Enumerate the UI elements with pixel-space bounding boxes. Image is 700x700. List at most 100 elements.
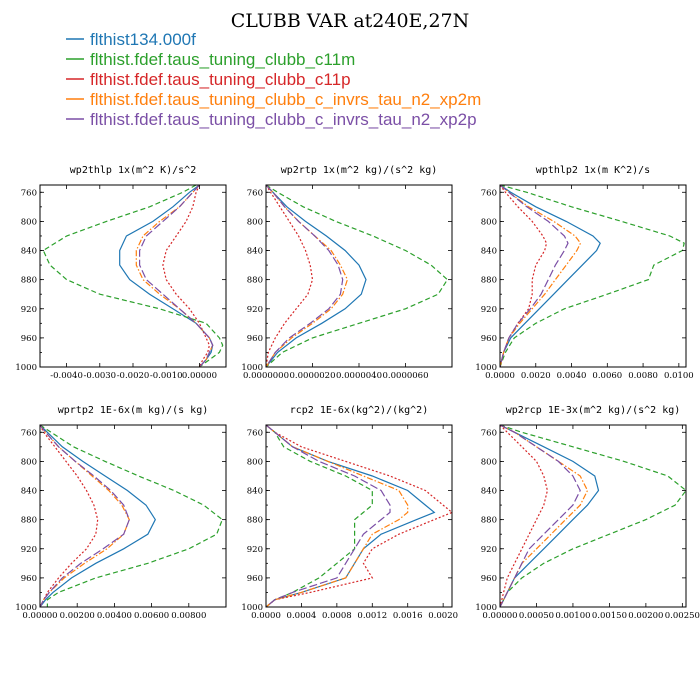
x-tick-label: 0.0020	[428, 611, 458, 621]
y-tick-label: 760	[247, 188, 263, 198]
figure-title: CLUBB VAR at240E,27N	[231, 10, 470, 32]
plot-frame	[499, 424, 687, 608]
legend-label: flthist.fdef.taus_tuning_clubb_c_invrs_t…	[90, 90, 481, 109]
x-tick-label: 0.0000020	[290, 371, 336, 381]
x-tick-label: 0.0080	[628, 371, 658, 381]
y-tick-label: 880	[481, 516, 497, 526]
series-line	[266, 425, 373, 607]
series-line	[119, 185, 214, 367]
y-tick-label: 1000	[15, 363, 37, 373]
plot-frame	[499, 184, 687, 368]
x-tick-label: 0.0016	[393, 611, 423, 621]
x-tick-label: 0.0000000	[243, 371, 289, 381]
x-tick-label: 0.00600	[134, 611, 169, 621]
series-line	[139, 185, 214, 367]
y-tick-label: 1000	[241, 603, 263, 613]
y-tick-label: 760	[247, 428, 263, 438]
y-tick-label: 1000	[475, 603, 497, 613]
series-line	[266, 425, 409, 607]
y-tick-label: 840	[247, 487, 263, 497]
legend-label: flthist.fdef.taus_tuning_clubb_c11p	[90, 70, 351, 89]
chart-panel: rcp2 1E-6x(kg^2)/(kg^2) 760 800 840 880 920 96…	[241, 405, 458, 621]
x-tick-label: 0.00100	[555, 611, 590, 621]
x-tick-label: 0.0040	[557, 371, 587, 381]
y-tick-label: 920	[481, 545, 497, 555]
y-tick-label: 840	[21, 487, 37, 497]
series-line	[266, 425, 436, 607]
chart-panel: wpthlp2 1x(m K^2)/s 760 800 840 880 920 960 100…	[475, 165, 693, 381]
series-line	[135, 185, 214, 367]
x-tick-label: 0.0008	[322, 611, 352, 621]
x-tick-label: 0.0000	[251, 611, 281, 621]
y-tick-label: 880	[21, 276, 37, 286]
series-line	[266, 185, 367, 367]
x-tick-label: 0.00000	[182, 371, 217, 381]
series-line	[500, 425, 686, 607]
y-tick-label: 1000	[241, 363, 263, 373]
panel-title: wp2thlp 1x(m^2 K)/s^2	[70, 165, 196, 176]
y-tick-label: 760	[21, 428, 37, 438]
series-line	[500, 185, 582, 367]
y-tick-label: 840	[21, 247, 37, 257]
x-tick-label: 0.0012	[357, 611, 387, 621]
series-line	[40, 425, 224, 607]
x-tick-label: 0.00400	[97, 611, 132, 621]
panel-title: wp2rtp 1x(m^2 kg)/(s^2 kg)	[281, 165, 438, 176]
y-tick-label: 880	[21, 516, 37, 526]
x-tick-label: 0.00000	[22, 611, 57, 621]
x-tick-label: -0.0040	[50, 371, 83, 381]
chart-panel: wp2rcp 1E-3x(m^2 kg)/(s^2 kg) 760 800 840 88…	[475, 405, 700, 621]
legend-label: flthist.fdef.taus_tuning_clubb_c_invrs_t…	[90, 110, 477, 129]
series-line	[40, 425, 99, 607]
x-tick-label: 0.00150	[592, 611, 627, 621]
chart-panel: wp2thlp 1x(m^2 K)/s^2 760 800 840 880 920 960 1…	[15, 165, 227, 381]
x-tick-label: 0.0000060	[383, 371, 429, 381]
y-tick-label: 920	[247, 305, 263, 315]
legend-label: flthist134.000f	[90, 30, 196, 49]
y-tick-label: 800	[247, 457, 263, 467]
x-tick-label: 0.0000	[485, 371, 515, 381]
series-line	[500, 425, 600, 607]
panels: wp2thlp 1x(m^2 K)/s^2 760 800 840 880 920 960 1…	[15, 165, 700, 621]
y-tick-label: 920	[481, 305, 497, 315]
series-line	[500, 185, 685, 367]
y-tick-label: 840	[481, 487, 497, 497]
y-tick-label: 800	[21, 217, 37, 227]
panel-title: wpthlp2 1x(m K^2)/s	[536, 165, 650, 176]
x-tick-label: 0.0004	[287, 611, 317, 621]
series-line	[266, 185, 449, 367]
y-tick-label: 800	[247, 217, 263, 227]
y-tick-label: 960	[21, 574, 37, 584]
y-tick-label: 760	[481, 428, 497, 438]
legend: flthist134.000fflthist.fdef.taus_tuning_…	[66, 30, 481, 129]
chart-panel: wp2rtp 1x(m^2 kg)/(s^2 kg) 760 800 840 880 92…	[241, 165, 453, 381]
y-tick-label: 1000	[15, 603, 37, 613]
y-tick-label: 800	[481, 217, 497, 227]
y-tick-label: 800	[21, 457, 37, 467]
series-line	[40, 425, 156, 607]
legend-label: flthist.fdef.taus_tuning_clubb_c11m	[90, 50, 355, 69]
y-tick-label: 760	[21, 188, 37, 198]
series-line	[162, 185, 211, 367]
x-tick-label: -0.0010	[150, 371, 183, 381]
series-line	[42, 185, 224, 367]
panel-title: wprtp2 1E-6x(m kg)/(s kg)	[58, 405, 209, 416]
series-line	[266, 425, 391, 607]
x-tick-label: 0.0060	[592, 371, 622, 381]
x-tick-label: 0.00800	[171, 611, 206, 621]
y-tick-label: 960	[481, 574, 497, 584]
y-tick-label: 960	[481, 334, 497, 344]
x-tick-label: 0.00000	[482, 611, 517, 621]
x-tick-label: 0.0000040	[336, 371, 382, 381]
y-tick-label: 760	[481, 188, 497, 198]
y-tick-label: 800	[481, 457, 497, 467]
x-tick-label: -0.0020	[117, 371, 150, 381]
series-line	[266, 185, 314, 367]
plot-frame	[39, 424, 227, 608]
x-tick-label: 0.00250	[665, 611, 700, 621]
x-tick-label: 0.00200	[628, 611, 663, 621]
y-tick-label: 920	[247, 545, 263, 555]
y-tick-label: 880	[481, 276, 497, 286]
series-line	[500, 185, 601, 367]
